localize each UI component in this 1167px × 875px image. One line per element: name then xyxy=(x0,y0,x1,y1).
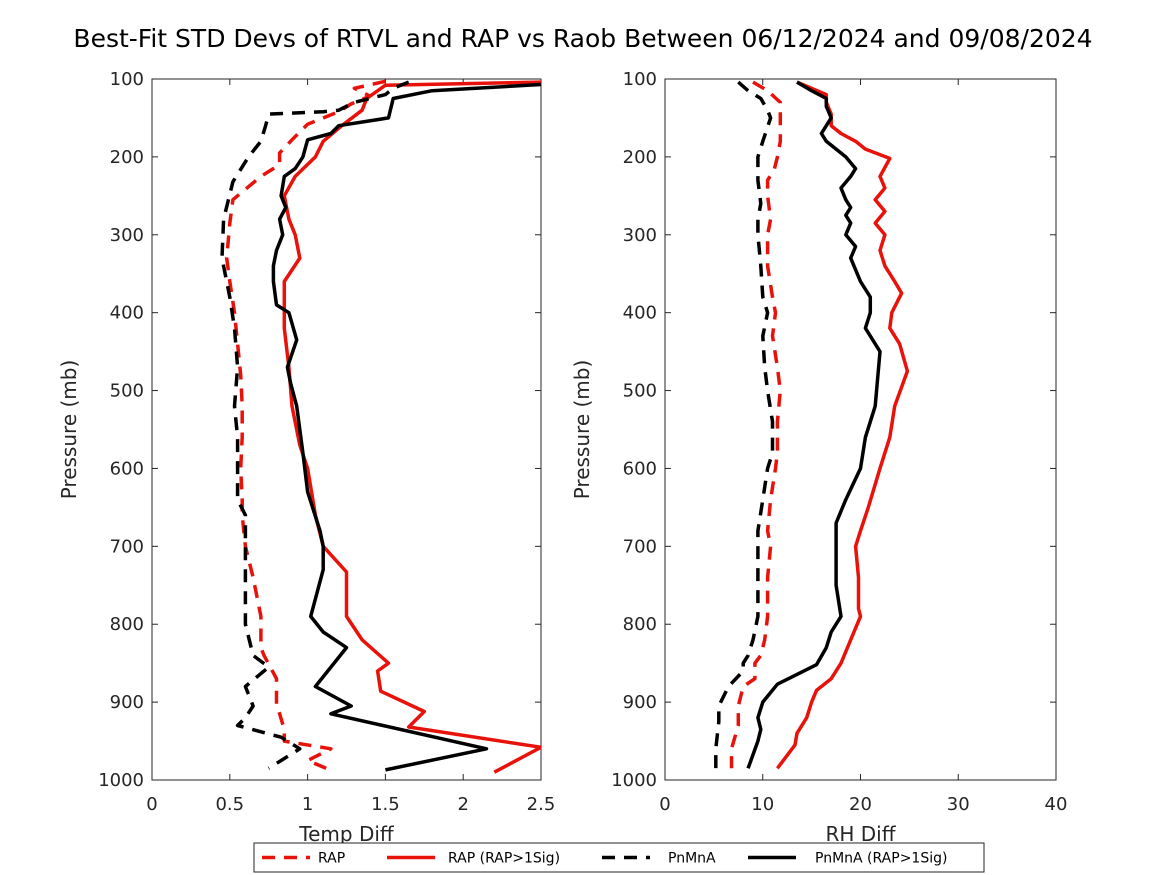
panel1-axes-box xyxy=(151,78,542,781)
panel2-xtick-label: 20 xyxy=(849,794,872,815)
panel1-series-pnmna-rap-1sig xyxy=(271,82,541,772)
panel1-ytick-label: 500 xyxy=(110,381,144,402)
panel2-ytick-label: 200 xyxy=(623,147,657,168)
panel1-ytick-label: 400 xyxy=(110,303,144,324)
panel1-ytick-label: 700 xyxy=(110,536,144,557)
panel1-xtick-label: 0 xyxy=(146,794,157,815)
legend-label-pnmna-rap-1sig: PnMnA (RAP>1Sig) xyxy=(815,851,947,867)
panel1-series-rap xyxy=(224,79,386,770)
panel1-ytick-label: 600 xyxy=(110,458,144,479)
panel2-ytick-label: 700 xyxy=(623,536,657,557)
legend-label-rap-rap-1sig: RAP (RAP>1Sig) xyxy=(448,851,560,867)
panel2-xtick-label: 10 xyxy=(751,794,774,815)
panel1-y-axis-label: Pressure (mb) xyxy=(57,360,81,500)
panel2-series-rap xyxy=(729,80,783,769)
panel1-xtick-label: 2.5 xyxy=(527,794,556,815)
panel2-xtick-label: 30 xyxy=(947,794,970,815)
figure-title: Best-Fit STD Devs of RTVL and RAP vs Rao… xyxy=(73,24,1092,53)
panel1-xtick-label: 2 xyxy=(457,794,468,815)
panel1-ytick-label: 800 xyxy=(110,614,144,635)
panel2-ytick-label: 800 xyxy=(623,614,657,635)
panel2-xtick-label: 0 xyxy=(659,794,670,815)
panel2-series-pnmna-rap-1sig xyxy=(746,80,882,769)
panel1-ytick-label: 100 xyxy=(110,69,144,90)
legend-label-pnmna: PnMnA xyxy=(668,851,716,867)
legend-label-rap: RAP xyxy=(318,851,345,867)
panel1-ytick-label: 1000 xyxy=(98,770,144,791)
legend-box xyxy=(253,842,985,873)
panel1-xtick-label: 1 xyxy=(302,794,313,815)
panel2-ytick-label: 1000 xyxy=(611,770,657,791)
panel1-ytick-label: 300 xyxy=(110,225,144,246)
panel2-ytick-label: 300 xyxy=(623,225,657,246)
panel1-xtick-label: 1.5 xyxy=(371,794,400,815)
panel2-series-rap-rap-1sig xyxy=(776,80,910,770)
panel2-series-pnmna xyxy=(714,80,775,769)
panel1-series-pnmna xyxy=(220,80,410,770)
panel2-ytick-label: 900 xyxy=(623,692,657,713)
panel2-xtick-label: 40 xyxy=(1045,794,1068,815)
panel2-ytick-label: 100 xyxy=(623,69,657,90)
panel1-ytick-label: 200 xyxy=(110,147,144,168)
panel1-xtick-label: 0.5 xyxy=(215,794,244,815)
panel1-ytick-label: 900 xyxy=(110,692,144,713)
panel2-ytick-label: 600 xyxy=(623,458,657,479)
panel2-y-axis-label: Pressure (mb) xyxy=(570,360,594,500)
panel2-ytick-label: 400 xyxy=(623,303,657,324)
panel2-x-axis-label: RH Diff xyxy=(825,822,896,846)
panel2-ytick-label: 500 xyxy=(623,381,657,402)
panel1-x-axis-label: Temp Diff xyxy=(298,822,395,846)
legend: RAP RAP (RAP>1Sig) PnMnA PnMnA (RAP>1Sig) xyxy=(253,842,985,873)
